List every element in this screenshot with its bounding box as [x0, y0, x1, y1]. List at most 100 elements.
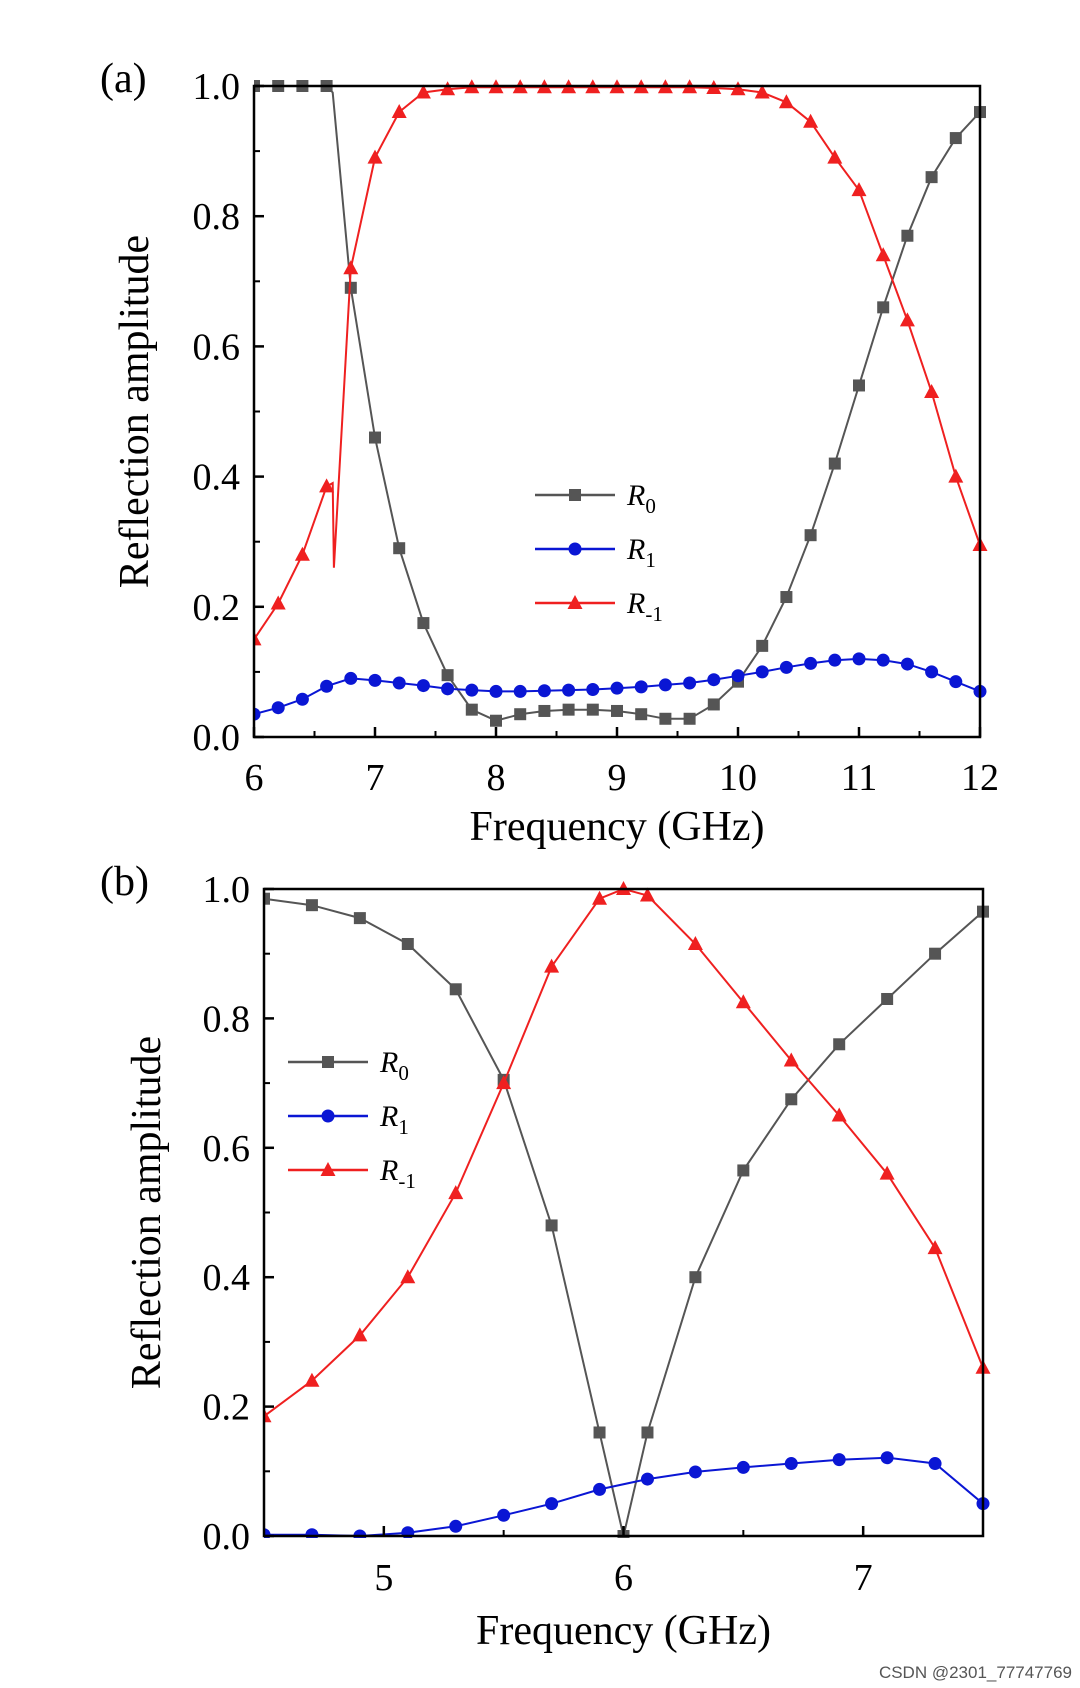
legend-label-main: R	[626, 533, 645, 566]
legend-label-sub: 1	[645, 548, 656, 572]
data-point	[658, 678, 672, 692]
data-point	[393, 542, 406, 555]
y-tick-label: 0.6	[193, 326, 241, 368]
legend-label-main: R	[379, 1046, 398, 1079]
data-point	[352, 1327, 368, 1342]
data-point	[537, 684, 551, 698]
data-point	[545, 1497, 559, 1511]
legend-marker	[321, 1109, 335, 1123]
legend-label-r-1: R-1	[379, 1154, 416, 1193]
data-point	[401, 937, 414, 950]
data-point	[833, 1038, 846, 1051]
data-point	[925, 665, 939, 679]
y-axis-label: Reflection amplitude	[124, 1036, 170, 1389]
data-point	[496, 1075, 512, 1090]
x-tick-label: 5	[374, 1557, 393, 1599]
data-point	[804, 529, 817, 542]
legend-label-r1: R1	[379, 1100, 409, 1139]
data-point	[513, 684, 527, 698]
legend-label-main: R	[379, 1100, 398, 1133]
data-point	[465, 683, 479, 697]
data-point	[736, 1460, 750, 1474]
data-point	[881, 992, 894, 1005]
x-tick-label: 8	[487, 757, 506, 799]
data-point	[925, 171, 938, 184]
data-point	[254, 631, 262, 646]
y-tick-label: 0.4	[203, 1257, 251, 1299]
data-point	[737, 1164, 750, 1177]
data-point	[827, 149, 843, 164]
data-point	[320, 679, 334, 693]
data-point	[879, 1165, 895, 1180]
data-point	[688, 1465, 702, 1479]
data-point	[683, 712, 696, 725]
x-tick-label: 6	[614, 1557, 633, 1599]
data-point	[639, 887, 655, 902]
data-point	[804, 656, 818, 670]
data-point	[927, 1240, 943, 1255]
data-point	[730, 81, 746, 96]
data-point	[562, 683, 576, 697]
data-point	[294, 546, 310, 561]
data-point	[875, 247, 891, 262]
data-point	[465, 703, 478, 716]
legend-label-main: R	[626, 479, 645, 512]
data-point	[901, 229, 914, 242]
legend-label-main: R	[379, 1154, 398, 1187]
data-point	[924, 383, 940, 398]
data-point	[497, 1508, 511, 1522]
data-point	[635, 708, 648, 721]
data-point	[949, 132, 962, 145]
x-tick-label: 10	[719, 757, 757, 799]
data-point	[400, 1269, 416, 1284]
data-point	[415, 84, 431, 99]
data-point	[634, 680, 648, 694]
y-tick-label: 0.8	[203, 998, 251, 1040]
data-point	[514, 708, 527, 721]
data-point	[683, 676, 697, 690]
legend-label-sub: 0	[398, 1061, 409, 1085]
data-point	[392, 676, 406, 690]
x-tick-label: 12	[961, 757, 999, 799]
data-point	[401, 1526, 415, 1538]
data-point	[731, 669, 745, 683]
series-markers-r1	[254, 652, 987, 721]
data-point	[271, 701, 285, 715]
legend-label-sub: 0	[645, 494, 656, 518]
data-point	[832, 1453, 846, 1467]
series-line-r1	[264, 1456, 984, 1538]
plot-frame	[252, 84, 982, 739]
data-point	[828, 457, 841, 470]
x-tick-label: 6	[245, 757, 264, 799]
data-point	[440, 81, 456, 96]
data-point	[353, 912, 366, 925]
legend-label-r0: R0	[626, 479, 656, 518]
data-point	[305, 1528, 319, 1538]
x-tick-label: 11	[841, 757, 878, 799]
data-point	[928, 1457, 942, 1471]
data-point	[780, 591, 793, 604]
data-point	[851, 182, 867, 197]
legend-label-r0: R0	[379, 1046, 409, 1085]
legend-marker	[320, 1162, 336, 1176]
data-point	[949, 675, 963, 689]
data-point	[449, 1519, 463, 1533]
legend-marker	[322, 1056, 334, 1068]
data-point	[344, 671, 358, 685]
y-tick-label: 0.4	[193, 457, 241, 499]
legend-label-sub: 1	[398, 1115, 409, 1139]
data-point	[831, 1107, 847, 1122]
series-line-r-1	[264, 887, 984, 1418]
data-point	[803, 113, 819, 128]
data-point	[687, 935, 703, 950]
data-point	[641, 1426, 654, 1439]
y-tick-label: 1.0	[203, 869, 251, 911]
panel-b: (b) 5 6 7 0.0 0.2 0.4 0.6 0.8 1.0 Frequency (GHz)…	[100, 859, 991, 1654]
legend-marker	[568, 542, 582, 556]
series-markers-r1	[264, 1451, 990, 1538]
data-point	[544, 958, 560, 973]
x-axis-label: Frequency (GHz)	[469, 804, 764, 850]
series-line-r0	[254, 85, 981, 722]
